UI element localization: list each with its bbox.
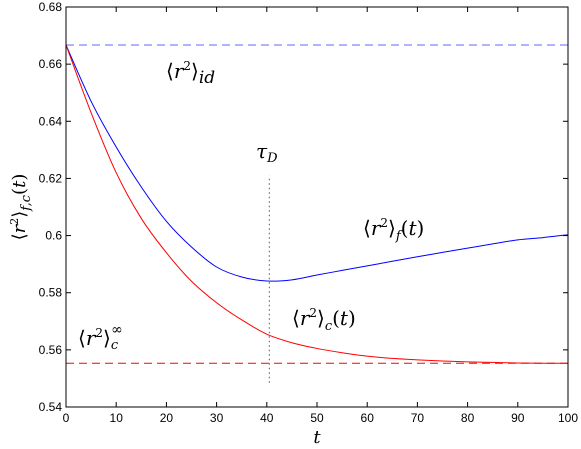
annotation-r2-id: ⟨r2⟩id [166,59,215,88]
x-tick-label: 40 [260,411,274,425]
annotation-tau-d: τD [256,139,278,166]
y-tick-label: 0.68 [39,0,63,14]
y-tick-label: 0.58 [39,286,63,300]
x-tick-label: 100 [558,411,578,425]
x-tick-label: 60 [361,411,375,425]
ticks: 0 10 20 30 40 50 60 70 80 90 100 0.54 0.56 0.58 0.6 0.6… [39,0,579,425]
y-tick-label: 0.56 [39,343,63,357]
x-tick-label: 10 [110,411,124,425]
x-tick-label: 50 [310,411,324,425]
x-tick-label: 0 [63,411,70,425]
y-tick-label: 0.54 [39,400,63,414]
y-tick-label: 0.6 [45,229,62,243]
svg-text:⟨r2⟩f,c(t): ⟨r2⟩f,c(t) [8,174,34,241]
series-line-0 [65,44,569,282]
annotation-r2-c: ⟨r2⟩c(t) [292,306,356,334]
y-tick-label: 0.62 [39,171,63,185]
x-tick-label: 70 [411,411,425,425]
annotation-r2-f: ⟨r2⟩f(t) [363,216,424,244]
x-tick-label: 90 [511,411,525,425]
plot-frame [65,6,569,408]
y-axis-label: ⟨r2⟩f,c(t) [8,174,34,241]
x-axis-label: t [313,427,321,448]
plot-lines [65,44,569,383]
x-tick-label: 30 [210,411,224,425]
y-tick-label: 0.64 [39,114,63,128]
series-line-1 [65,44,569,364]
x-tick-label: 80 [461,411,475,425]
x-tick-label: 20 [160,411,174,425]
y-tick-label: 0.66 [39,57,63,71]
annotation-r2-c-inf: ⟨r2⟩c∞ [78,322,123,353]
